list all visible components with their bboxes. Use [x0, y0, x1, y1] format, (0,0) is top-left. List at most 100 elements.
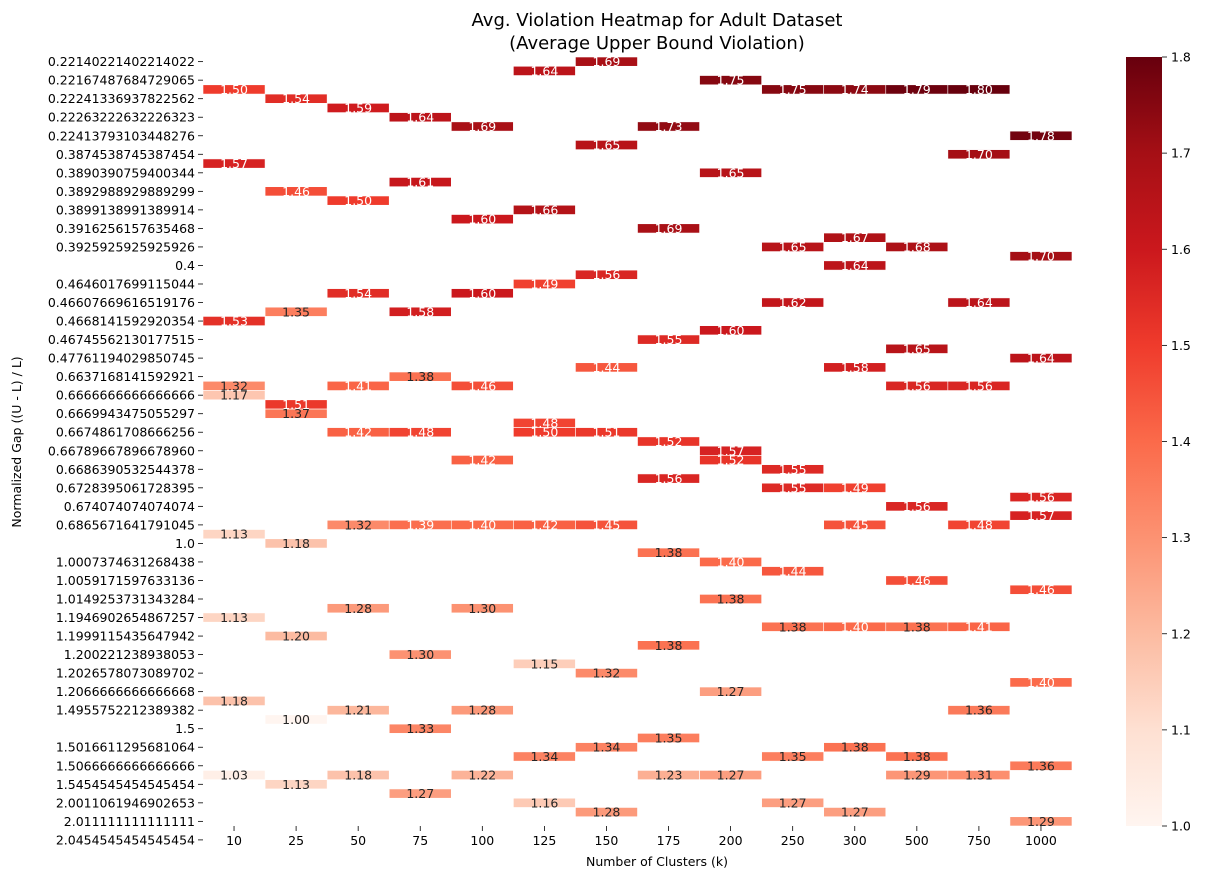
cell-value-label: 1.29	[1027, 814, 1055, 829]
colorbar-tick-label: 1.3	[1171, 530, 1191, 545]
colorbar-tick-label: 1.0	[1171, 819, 1191, 834]
cell-value-label: 1.68	[903, 239, 931, 254]
x-tick-label: 1000	[1025, 833, 1057, 848]
heatmap-cell	[699, 594, 762, 604]
cell-value-label: 1.75	[779, 82, 807, 97]
y-tick-label: 0.46745562130177515	[48, 332, 195, 347]
heatmap-cell	[761, 797, 825, 808]
y-tick-label: 2.011111111111111	[64, 814, 195, 829]
chart-title: Avg. Violation Heatmap for Adult Dataset	[472, 10, 843, 31]
cell-value-label: 1.42	[468, 453, 496, 468]
heatmap-cell	[1009, 760, 1073, 771]
heatmap-cell	[202, 529, 266, 540]
cell-value-label: 1.59	[344, 100, 372, 115]
heatmap-cell	[699, 686, 762, 697]
cell-value-label: 1.52	[655, 434, 683, 449]
cell-value-label: 1.65	[779, 239, 807, 254]
cell-value-label: 1.39	[406, 517, 434, 532]
cell-value-label: 1.74	[841, 82, 869, 97]
heatmap-cell	[1009, 130, 1073, 141]
heatmap-cell	[264, 93, 328, 104]
cell-value-label: 1.31	[965, 768, 993, 783]
heatmap-cell	[823, 362, 887, 373]
cell-value-label: 1.38	[903, 749, 931, 764]
heatmap-cell	[885, 343, 949, 354]
y-axis-ticks: 0.22140221402214022 0.22167487684729065 0.…	[48, 54, 203, 847]
cell-value-label: 1.35	[779, 749, 807, 764]
heatmap-cell	[637, 436, 700, 447]
cell-value-label: 1.13	[220, 527, 248, 542]
heatmap-cell	[202, 695, 266, 706]
cell-value-label: 1.52	[717, 453, 745, 468]
x-tick-label: 50	[350, 833, 366, 848]
cell-value-label: 1.30	[406, 647, 434, 662]
y-axis-label: Normalized Gap ((U - L) / L)	[9, 356, 24, 527]
heatmap-cell	[450, 603, 514, 614]
colorbar-tick-label: 1.8	[1171, 50, 1191, 65]
cell-value-label: 1.55	[655, 332, 683, 347]
heatmap-cell	[637, 223, 700, 234]
cell-value-label: 1.57	[1027, 508, 1055, 523]
y-tick-label: 1.4955752212389382	[56, 703, 195, 718]
heatmap-cell	[947, 705, 1011, 716]
cell-value-label: 1.38	[779, 619, 807, 634]
y-tick-label: 0.6637168141592921	[56, 369, 195, 384]
cell-value-label: 1.32	[593, 666, 621, 681]
heatmap-cell	[575, 269, 638, 280]
y-tick-label: 0.6666666666666666	[56, 388, 195, 403]
heatmap-cell	[1009, 584, 1073, 595]
cell-value-label: 1.46	[1027, 582, 1055, 597]
cell-value-label: 1.18	[282, 536, 310, 551]
cell-value-label: 1.13	[282, 777, 310, 792]
y-tick-label: 0.66789667896678960	[48, 443, 195, 458]
heatmap-cell	[264, 538, 328, 549]
cell-value-label: 1.28	[344, 601, 372, 616]
heatmap-cell	[575, 668, 638, 679]
colorbar-tick-label: 1.6	[1171, 242, 1191, 257]
heatmap-cell	[699, 557, 762, 567]
x-tick-label: 175	[657, 833, 681, 848]
cell-value-label: 1.36	[1027, 758, 1055, 773]
x-tick-label: 75	[412, 833, 428, 848]
cell-value-label: 1.50	[344, 193, 372, 208]
y-tick-label: 0.22140221402214022	[48, 54, 195, 69]
cell-value-label: 1.45	[593, 517, 621, 532]
cell-value-label: 1.56	[903, 378, 931, 393]
x-tick-label: 10	[226, 833, 242, 848]
y-tick-label: 0.4668141592920354	[56, 314, 195, 329]
heatmap-cell	[637, 121, 700, 132]
heatmap-cell	[699, 75, 762, 86]
heatmap-cell	[264, 779, 328, 790]
heatmap-cell	[823, 742, 887, 753]
cell-value-label: 1.62	[779, 295, 807, 310]
heatmap-cell	[513, 658, 576, 669]
cell-value-label: 1.22	[468, 768, 496, 783]
heatmap-cell	[761, 751, 825, 762]
y-tick-label: 0.6669943475055297	[56, 406, 195, 421]
cell-value-label: 1.57	[220, 156, 248, 171]
cell-value-label: 1.56	[655, 471, 683, 486]
heatmap-cell	[575, 56, 638, 67]
heatmap-cell	[450, 288, 514, 299]
heatmap-cell	[947, 770, 1011, 780]
y-tick-label: 2.0011061946902653	[56, 795, 195, 810]
heatmap-cell	[699, 325, 762, 336]
cell-value-label: 1.49	[841, 480, 869, 495]
heatmap-cell	[637, 640, 700, 651]
y-tick-label: 0.4	[175, 258, 195, 273]
heatmap-cell	[699, 770, 762, 780]
cell-value-label: 1.37	[282, 406, 310, 421]
cell-value-label: 1.36	[965, 703, 993, 718]
cell-value-label: 1.38	[841, 740, 869, 755]
heatmap-cell	[450, 121, 514, 132]
y-tick-label: 1.5066666666666666	[56, 758, 195, 773]
cell-value-label: 1.60	[468, 212, 496, 227]
heatmap-cell	[823, 807, 887, 818]
y-tick-label: 1.0007374631268438	[56, 554, 195, 569]
y-tick-label: 0.46607669616519176	[48, 295, 195, 310]
y-tick-label: 1.0	[175, 536, 195, 551]
cell-value-label: 1.70	[965, 147, 993, 162]
heatmap-cell	[1009, 251, 1073, 262]
heatmap-cell	[947, 149, 1011, 160]
cell-value-label: 1.53	[220, 314, 248, 329]
